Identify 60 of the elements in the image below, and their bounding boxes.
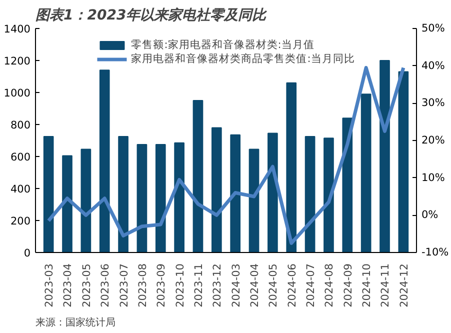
bar xyxy=(174,142,184,252)
x-tick-label: 2024-06 xyxy=(286,263,298,308)
y2-tick-label: 20% xyxy=(422,134,445,146)
x-tick-label: 2023-05 xyxy=(80,263,93,308)
bar xyxy=(62,155,72,252)
line-series xyxy=(46,66,406,245)
y2-tick-label: -10% xyxy=(422,246,449,258)
bar xyxy=(342,118,353,252)
x-tick-label: 2023-10 xyxy=(174,263,186,308)
bar xyxy=(268,132,278,252)
y-tick-label: 400 xyxy=(10,184,31,196)
y-tick-label: 1200 xyxy=(4,56,31,68)
x-tick-label: 2023-04 xyxy=(62,263,74,308)
bar xyxy=(248,148,260,252)
x-tick-label: 2024-09 xyxy=(342,263,354,308)
x-tick-label: 2024-12 xyxy=(398,263,410,308)
x-tick-label: 2023-12 xyxy=(212,263,224,308)
bar xyxy=(43,136,54,252)
source-note: 来源：国家统计局 xyxy=(36,316,116,328)
x-tick-label: 2024-04 xyxy=(249,263,262,308)
chart-title: 图表1：2023年以来家电社零及同比 xyxy=(36,6,268,24)
y-tick-label: 800 xyxy=(10,120,31,132)
bar xyxy=(192,100,204,252)
x-tick-label: 2023-07 xyxy=(118,263,130,308)
y-tick-label: 0 xyxy=(24,248,31,260)
bar xyxy=(99,70,110,252)
bar xyxy=(136,144,148,252)
bar xyxy=(118,136,128,252)
x-tick-label: 2024-03 xyxy=(230,263,242,308)
bar xyxy=(80,148,92,252)
x-tick-label: 2024-07 xyxy=(305,263,318,308)
bar xyxy=(324,138,334,252)
y2-tick-label: 30% xyxy=(422,97,445,110)
y-tick-label: 1400 xyxy=(4,24,31,36)
x-tick-label: 2024-05 xyxy=(268,263,280,308)
bar xyxy=(398,71,409,252)
bar xyxy=(211,127,222,252)
y2-tick-label: 50% xyxy=(422,22,445,34)
x-tick-label: 2023-03 xyxy=(44,263,56,308)
bar xyxy=(360,94,372,252)
bar xyxy=(155,144,166,252)
bar xyxy=(304,136,316,252)
x-tick-label: 2024-08 xyxy=(324,263,336,308)
bar xyxy=(286,82,297,252)
x-tick-label: 2023-09 xyxy=(156,263,168,308)
x-tick-label: 2023-08 xyxy=(136,263,149,308)
y-tick-label: 1000 xyxy=(4,88,31,100)
y-tick-label: 200 xyxy=(10,216,31,228)
y2-tick-label: 0% xyxy=(422,209,438,222)
x-tick-label: 2023-11 xyxy=(192,263,205,308)
x-tick-label: 2024-11 xyxy=(380,263,392,308)
y-tick-label: 600 xyxy=(10,152,31,164)
bar xyxy=(230,134,241,252)
y2-tick-label: 10% xyxy=(422,172,445,184)
y2-tick-label: 40% xyxy=(422,60,445,72)
legend-label: 家用电器和音像器材类商品零售类值:当月同比 xyxy=(131,52,355,66)
bar xyxy=(380,60,390,252)
legend-label: 零售额:家用电器和音像器材类:当月值 xyxy=(131,38,314,52)
x-tick-label: 2024-10 xyxy=(361,263,374,308)
x-tick-label: 2023-06 xyxy=(100,263,112,308)
